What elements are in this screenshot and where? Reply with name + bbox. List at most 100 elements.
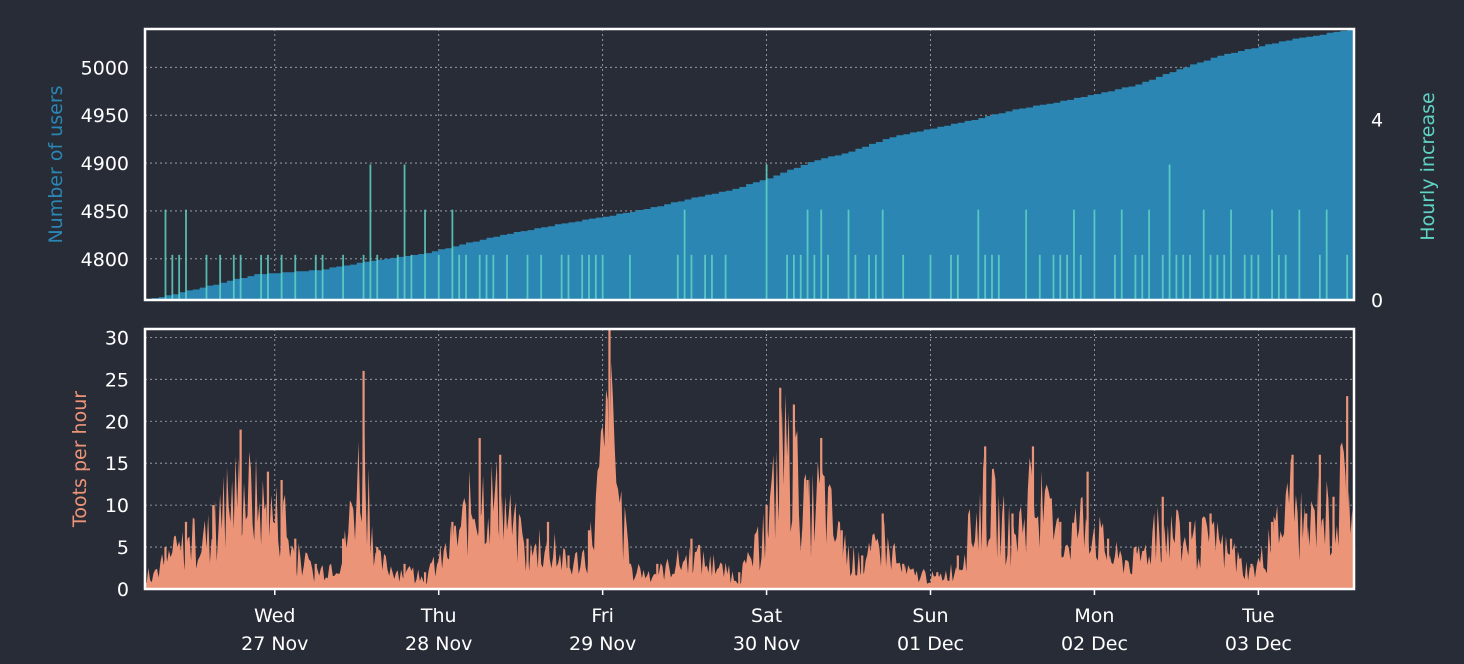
hourly-increase-bar [294,254,297,300]
hourly-increase-bar [991,254,993,300]
hourly-increase-axis-label: Hourly increase [1417,92,1439,240]
hourly-increase-bar [171,254,174,300]
hourly-increase-bar [1161,254,1164,300]
hourly-increase-bar [239,254,242,300]
hourly-increase-bar [424,209,426,300]
hourly-increase-bar [881,209,884,300]
date-axis: Wed 27 Nov Thu 28 Nov Fri 29 Nov Sat 30 Nov Sun 0… [241,589,1292,655]
hourly-increase-bar [260,254,263,300]
hourly-increase-bar [799,254,802,300]
date-tick-label: 01 Dec [897,633,964,655]
toots-tick-label: 10 [105,495,129,517]
hourly-increase-bar [1223,254,1226,300]
hourly-increase-bar [1059,254,1062,300]
hourly-increase-bar [458,254,461,300]
hourly-increase-bar [1325,209,1328,300]
hourly-increase-bar [1298,209,1301,300]
hourly-increase-bar [314,254,317,300]
date-tick-label: 02 Dec [1061,633,1128,655]
toots-area [145,362,1354,589]
hourly-increase-bar [567,254,570,300]
hourly-increase-bar [540,254,543,300]
hourly-increase-bar [997,254,1000,300]
hourly-increase-bar [232,254,235,300]
hourly-increase-bar [342,254,344,300]
toots-tick-label: 5 [117,537,129,559]
hourly-increase-bar [478,254,481,300]
hourly-increase-bar [396,254,399,300]
hourly-increase-bar [492,254,495,300]
hourly-increase-bar [526,254,529,300]
hourly-increase-bar [205,254,208,300]
hourly-increase-bar [827,254,829,300]
hourly-increase-bar [1277,254,1280,300]
hourly-increase-bar [711,254,713,300]
hourly-increase-bar [185,209,187,300]
toots-chart-frame [143,327,1356,591]
hourly-increase-tick-label: 0 [1371,290,1383,312]
hourly-increase-bar [594,254,597,300]
date-tick-day: Thu [420,605,457,627]
hourly-increase-bar [1066,254,1069,300]
hourly-increase-bar [1250,254,1253,300]
hourly-increase-bar [506,254,508,300]
toots-tick-label: 20 [105,411,129,433]
hourly-increase-bar [724,254,727,300]
hourly-increase-bar [792,254,795,300]
hourly-increase-bar [601,254,604,300]
date-tick-label: 29 Nov [569,633,636,655]
hourly-increase-bar [847,209,850,300]
toots-tick-label: 15 [105,453,129,475]
date-tick-label: 28 Nov [405,633,472,655]
hourly-increase-bar [267,254,269,300]
hourly-increase-bar [690,254,693,300]
hourly-increase-bar [410,254,413,300]
users-tick-label: 4800 [81,249,129,271]
hourly-increase-bar [950,254,952,300]
hourly-increase-bar [1148,209,1150,300]
date-tick-day: Wed [254,605,295,627]
hourly-increase-bar [929,254,932,300]
toots-axis-label: Toots per hour [69,391,91,528]
users-chart-frame [143,27,1356,302]
hourly-increase-bar [786,254,788,300]
hourly-increase-bar [977,209,980,300]
hourly-increase-bar [902,254,905,300]
date-tick-label: 03 Dec [1225,633,1292,655]
hourly-increase-bar [178,254,181,300]
hourly-increase-bar [485,254,488,300]
hourly-increase-bar [1284,254,1287,300]
hourly-increase-bar [683,209,686,300]
hourly-increase-bar [1318,254,1321,300]
date-tick-label: 30 Nov [733,633,800,655]
hourly-increase-bar [629,254,631,300]
hourly-increase-bar [1073,209,1075,300]
toots-tick-label: 0 [117,579,129,601]
hourly-increase-bar [820,209,823,300]
hourly-increase-bar [1025,209,1028,300]
hourly-increase-bar [164,209,167,300]
hourly-increase-bar [806,209,809,300]
date-tick-label: 27 Nov [241,633,308,655]
hourly-increase-bar [1243,254,1246,300]
hourly-increase-bar [369,164,372,300]
hourly-increase-bar [1052,254,1055,300]
hourly-increase-bar [465,254,467,300]
hourly-increase-bar [813,254,816,300]
date-tick-day: Sat [751,605,782,627]
hourly-increase-bar [868,254,870,300]
hourly-increase-bar [704,254,707,300]
toots-tick-label: 25 [105,369,129,391]
hourly-increase-bar [321,254,324,300]
hourly-increase-bar [1141,254,1144,300]
date-tick-day: Sun [912,605,948,627]
users-tick-label: 4900 [81,153,129,175]
hourly-increase-bar [1175,254,1178,300]
hourly-increase-bar [874,254,877,300]
hourly-increase-bar [676,254,679,300]
hourly-increase-bar [560,254,563,300]
users-chart-panel: 4800 4850 4900 4950 5000 0 4 Number of users Hou… [45,27,1439,312]
hourly-increase-bar [403,164,406,300]
hourly-increase-bar [984,254,987,300]
